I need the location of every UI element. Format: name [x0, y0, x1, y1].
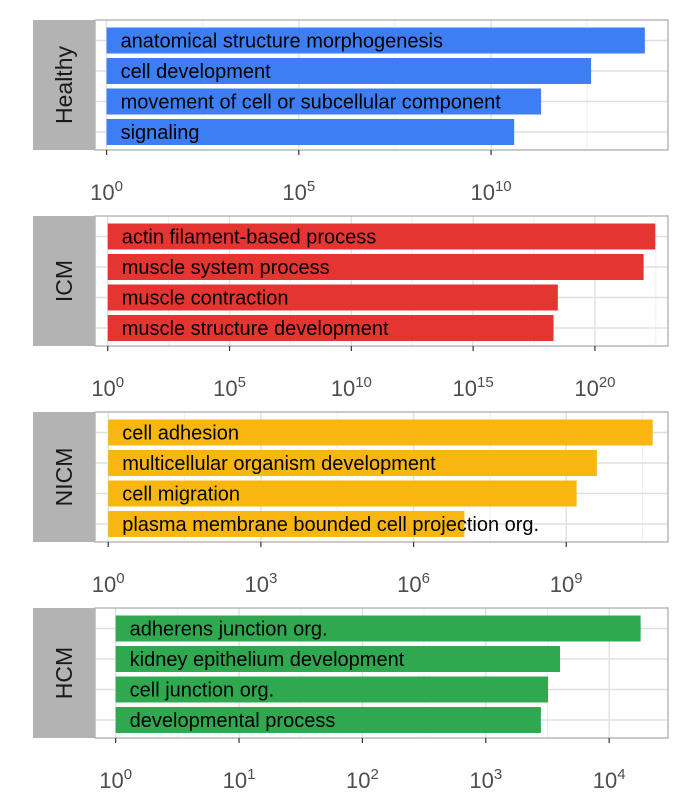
facet-strip	[33, 412, 95, 542]
tick-label: 102	[346, 766, 379, 793]
tick-label: 100	[90, 178, 123, 205]
bar	[106, 119, 515, 145]
bar-label: adherens junction org.	[130, 619, 328, 641]
bar-label: muscle contraction	[122, 288, 289, 310]
tick-label: 105	[282, 178, 315, 205]
tick-label: 1015	[453, 374, 494, 401]
bar	[107, 284, 558, 311]
tick-label: 1020	[574, 374, 615, 401]
facet-strip	[33, 216, 95, 346]
panel-icm: actin filament-based process muscle syste…	[33, 215, 669, 401]
tick-label: 104	[593, 766, 626, 793]
facet-label: NICM	[51, 448, 77, 507]
bar-label: plasma membrane bounded cell projection …	[122, 514, 539, 536]
tick-label: 100	[92, 570, 125, 597]
bar	[107, 254, 644, 280]
bar-label: cell adhesion	[122, 423, 239, 445]
bar	[106, 58, 592, 84]
bar	[108, 419, 653, 446]
bar-label: muscle structure development	[122, 318, 389, 340]
bar	[107, 315, 554, 341]
tick-label: 1010	[470, 178, 511, 205]
bar-label: actin filament-based process	[122, 227, 377, 249]
panel-hcm: adherens junction org. kidney epithelium …	[33, 607, 669, 793]
bar-label: kidney epithelium development	[130, 649, 405, 671]
bar-label: anatomical structure morphogenesis	[121, 31, 443, 53]
bar	[106, 27, 645, 54]
bar	[115, 676, 549, 703]
tick-label: 103	[244, 570, 277, 597]
bar	[108, 511, 465, 537]
bar	[115, 707, 541, 733]
bar-label: cell junction org.	[130, 680, 275, 702]
tick-label: 103	[469, 766, 502, 793]
bar-label: cell migration	[122, 484, 240, 506]
bar	[106, 88, 542, 115]
bar-label: cell development	[121, 61, 272, 83]
bar	[115, 646, 561, 672]
bar-label: multicellular organism development	[122, 453, 436, 475]
bar-label: signaling	[121, 122, 200, 144]
tick-label: 100	[99, 766, 132, 793]
bar-label: movement of cell or subcellular componen…	[121, 92, 502, 114]
bar	[108, 480, 577, 507]
bar-label: muscle system process	[122, 257, 330, 279]
bar	[115, 615, 641, 642]
facet-label: Healthy	[51, 46, 77, 124]
bar-label: developmental process	[130, 710, 336, 732]
tick-label: 101	[223, 766, 256, 793]
tick-label: 100	[91, 374, 124, 401]
panel-healthy: anatomical structure morphogenesis cell d…	[33, 19, 669, 205]
facet-label: HCM	[51, 647, 77, 699]
facet-strip	[33, 20, 95, 150]
tick-label: 106	[397, 570, 430, 597]
facet-strip	[33, 608, 95, 738]
panel-nicm: cell adhesion multicellular organism deve…	[33, 411, 669, 597]
tick-label: 109	[550, 570, 583, 597]
facet-label: ICM	[51, 260, 77, 302]
tick-label: 105	[213, 374, 246, 401]
tick-label: 1010	[331, 374, 372, 401]
bar	[108, 450, 597, 476]
bar	[107, 223, 656, 250]
